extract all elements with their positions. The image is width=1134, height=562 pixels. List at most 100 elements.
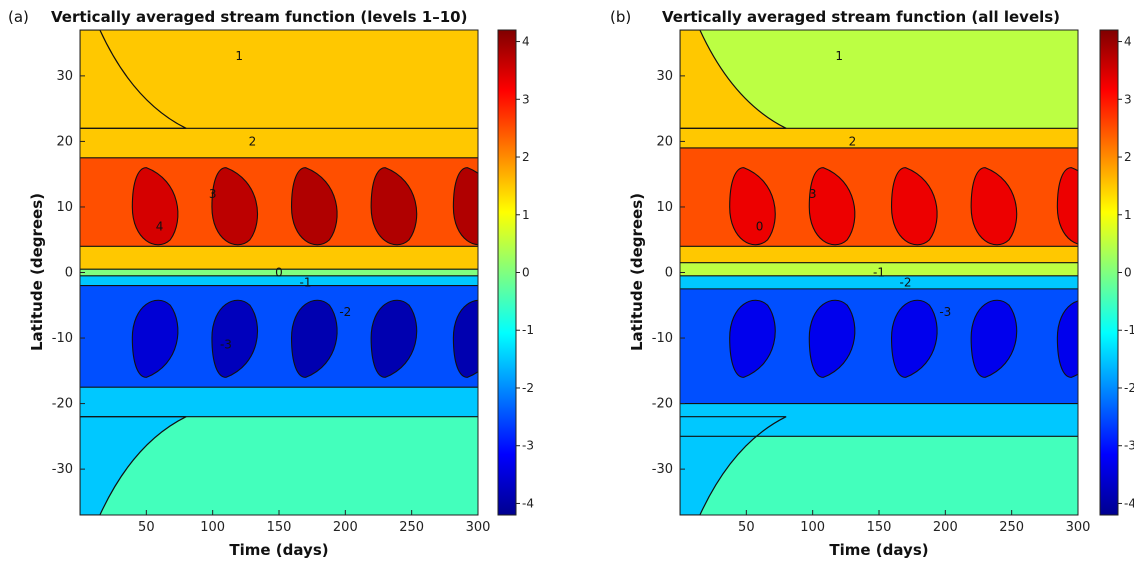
panel-a-core-north [131, 167, 179, 246]
panel-b-colorbar-tick-label: 4 [1124, 35, 1132, 49]
panel-b-y-tick-label: -30 [652, 462, 673, 477]
panel-b-contour-label: 3 [809, 187, 817, 201]
panel-b-x-tick-label: 200 [933, 520, 958, 535]
panel-a-x-tick-label: 200 [333, 520, 358, 535]
panel-a-band [80, 269, 478, 276]
panel-a-colorbar-tick-label: -4 [522, 496, 534, 510]
panel-a-colorbar-tick-label: -1 [522, 323, 534, 337]
panel-b-band [680, 262, 1078, 276]
panel-a-core-north [211, 167, 259, 246]
panel-a-x-tick-label: 250 [399, 520, 424, 535]
panel-b-x-tick-label: 300 [1066, 520, 1091, 535]
panel-a-colorbar-tick-label: 4 [522, 35, 530, 49]
panel-a-y-tick-label: 0 [65, 266, 73, 281]
panel-a-colorbar-tick-label: 0 [522, 266, 530, 280]
panel-a-contour-label: -3 [220, 338, 232, 352]
panel-b-plot-area: 1 2 3 0 -1 -2 -3 [680, 30, 1078, 515]
panel-a-band [80, 128, 478, 158]
panel-a-colorbar-tick-label: -2 [522, 381, 534, 395]
panel-b-x-tick-label: 50 [738, 520, 755, 535]
panel-b-colorbar-tick-label: 3 [1124, 92, 1132, 106]
panel-a-x-tick-label: 50 [138, 520, 155, 535]
panel-a-core-south [211, 299, 259, 378]
panel-a-contour-label: -1 [300, 275, 312, 289]
panel-a-x-tick-label: 100 [200, 520, 225, 535]
panel-a-core-south [131, 299, 179, 378]
panel-a-band [80, 387, 478, 417]
panel-b-colorbar-tick-label: -2 [1124, 381, 1134, 395]
panel-b: (b) Vertically averaged stream function … [610, 8, 1134, 559]
panel-b-band [680, 128, 1078, 148]
panel-b-label: (b) [610, 8, 631, 26]
panel-a-x-tick-label: 150 [267, 520, 292, 535]
panel-b-y-ticks: -30 -20 -10 0 10 20 30 [652, 69, 685, 477]
panel-b-colorbar-ticks: 4 3 2 1 0 -1 -2 -3 -4 [1118, 35, 1134, 510]
panel-b-core-south [890, 299, 938, 378]
panel-a-colorbar-tick-label: 1 [522, 208, 530, 222]
panel-b-y-tick-label: 0 [665, 266, 673, 281]
panel-a-y-label: Latitude (degrees) [28, 193, 46, 351]
panel-b-spinup-south [680, 416, 787, 515]
panel-b-y-tick-label: 10 [656, 200, 673, 215]
panel-a-core-south [452, 299, 478, 378]
panel-b-y-tick-label: -20 [652, 397, 673, 412]
panel-a-band [80, 246, 478, 270]
panel-b-colorbar-tick-label: 2 [1124, 150, 1132, 164]
panel-a-y-tick-label: 20 [56, 134, 73, 149]
panel-a: (a) Vertically averaged stream function … [8, 8, 534, 559]
panel-a-colorbar-ticks: 4 3 2 1 0 -1 -2 -3 -4 [516, 35, 534, 510]
panel-a-y-tick-label: -20 [52, 397, 73, 412]
panel-a-contour-label: 1 [235, 49, 243, 63]
panel-b-y-label: Latitude (degrees) [628, 193, 646, 351]
panel-b-x-label: Time (days) [829, 541, 928, 559]
panel-b-core-south [729, 299, 776, 378]
panel-a-label: (a) [8, 8, 29, 26]
panel-b-contour-label: 0 [756, 220, 764, 234]
panel-b-colorbar-tick-label: -4 [1124, 496, 1134, 510]
panel-a-core-south [290, 299, 338, 378]
panel-b-core-south [970, 299, 1018, 378]
panel-a-plot-area: 1 2 3 4 0 -1 -2 -3 [80, 30, 478, 515]
panel-a-core-north [290, 167, 338, 246]
panel-a-colorbar-tick-label: 2 [522, 150, 530, 164]
panel-b-core-north [970, 167, 1018, 246]
panel-b-contour-label: 1 [835, 49, 843, 63]
panel-b-band [680, 275, 1078, 289]
panel-b-core-north [729, 167, 776, 246]
panel-a-contour-label: -2 [339, 305, 351, 319]
panel-a-x-ticks: 50 100 150 200 250 300 [138, 510, 490, 535]
panel-a-title: Vertically averaged stream function (lev… [51, 8, 467, 26]
panel-a-contour-label: 3 [209, 187, 217, 201]
panel-b-x-tick-label: 250 [999, 520, 1024, 535]
panel-b-x-tick-label: 100 [800, 520, 825, 535]
panel-a-colorbar-tick-label: 3 [522, 92, 530, 106]
panel-a-y-tick-label: 30 [56, 69, 73, 84]
panel-b-colorbar-tick-label: 0 [1124, 266, 1132, 280]
panel-a-colorbar [497, 29, 517, 516]
panel-a-contour-label: 4 [156, 220, 164, 234]
panel-b-contour-label: -1 [873, 266, 885, 280]
panel-a-core-north [370, 167, 418, 246]
panel-b-contour-label: -2 [900, 275, 912, 289]
panel-b-y-tick-label: 30 [656, 69, 673, 84]
panel-a-y-tick-label: -10 [52, 331, 73, 346]
panel-b-core-north [890, 167, 938, 246]
panel-b-y-tick-label: 20 [656, 134, 673, 149]
panel-b-colorbar-tick-label: -1 [1124, 323, 1134, 337]
panel-b-contour-label: -3 [939, 305, 951, 319]
panel-b-x-tick-label: 150 [867, 520, 892, 535]
panel-b-core-south [808, 299, 856, 378]
panel-b-contour-label: 2 [849, 134, 857, 148]
panel-a-y-tick-label: 10 [56, 200, 73, 215]
panel-b-y-tick-label: -10 [652, 331, 673, 346]
panel-b-title: Vertically averaged stream function (all… [662, 8, 1060, 26]
panel-a-core-north [452, 167, 478, 246]
panel-a-contour-label: 0 [275, 266, 283, 280]
panel-a-y-tick-label: -30 [52, 462, 73, 477]
panel-a-x-tick-label: 300 [466, 520, 491, 535]
panel-b-colorbar-tick-label: -3 [1124, 439, 1134, 453]
panel-b-core-south [1056, 300, 1078, 378]
panel-b-core-north [1056, 167, 1078, 245]
panel-a-core-south [370, 299, 418, 378]
